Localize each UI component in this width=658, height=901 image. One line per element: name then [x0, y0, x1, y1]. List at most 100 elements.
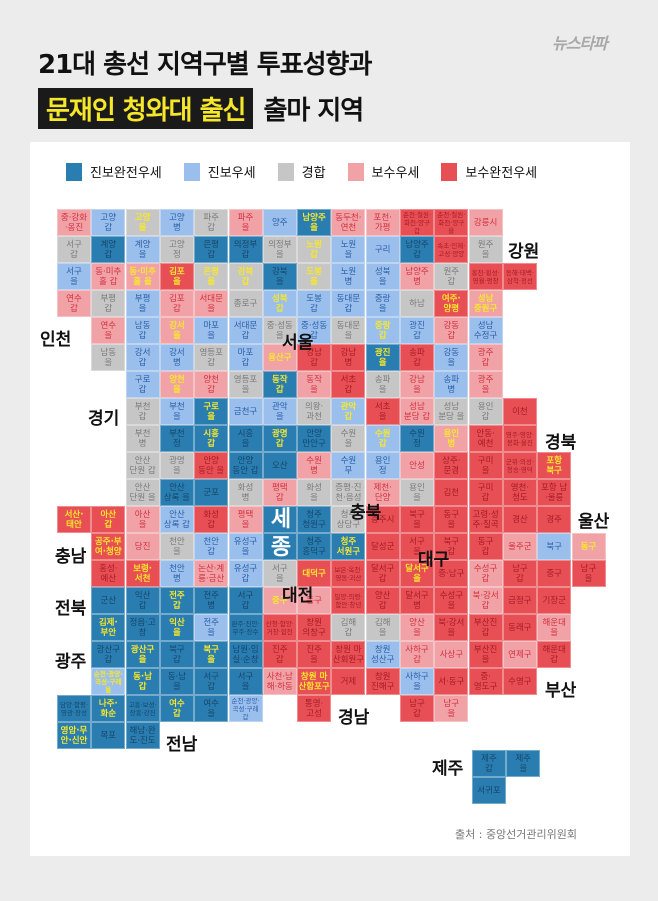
district-cell: 달서구 병 — [400, 587, 434, 614]
district-cell: 성남 중원구 — [468, 290, 503, 317]
title-highlight: 문재인 청와대 출신 — [38, 88, 254, 129]
district-cell: 강서 갑 — [125, 344, 160, 371]
district-cell: 서구 을 — [228, 668, 263, 695]
district-cell: 구미 을 — [468, 452, 503, 479]
district-cell: 수원 갑 — [365, 425, 400, 452]
district-cell: 고양 병 — [159, 209, 194, 236]
region-label: 경기 — [88, 409, 120, 429]
district-cell: 북구 — [537, 533, 572, 560]
district-cell: 부평 을 — [125, 290, 160, 317]
district-cell: 남양주 병 — [400, 263, 434, 290]
district-cell: 동작 갑 — [262, 371, 297, 398]
district-cell: 유성구 을 — [228, 533, 263, 560]
region-label: 광주 — [55, 652, 87, 672]
district-cell: 순천·광양· 곡성·구례 갑 — [228, 695, 263, 722]
district-cell: 송파 갑 — [400, 344, 434, 371]
region-label: 강원 — [508, 242, 540, 262]
district-cell: 포천· 가평 — [365, 209, 400, 236]
district-cell: 양천 갑 — [194, 371, 229, 398]
district-cell: 영등포 갑 — [194, 344, 229, 371]
district-cell: 청주 청원구 — [297, 506, 332, 533]
legend-label: 경합 — [301, 166, 326, 181]
region-label: 경북 — [545, 433, 577, 453]
district-cell: 종로구 — [228, 290, 263, 317]
district-cell: 김제· 부안 — [91, 614, 126, 641]
district-cell: 서구 을 — [57, 263, 91, 290]
district-cell: 동·남 을 — [159, 668, 194, 695]
district-cell: 평택 갑 — [262, 479, 297, 506]
district-cell: 김해 갑 — [331, 614, 366, 641]
swatch-icon — [183, 162, 200, 181]
district-cell: 천안 병 — [159, 560, 194, 587]
district-cell: 사하구 을 — [400, 668, 434, 695]
district-cell: 남양주 갑 — [400, 236, 434, 263]
district-cell: 강동 을 — [434, 344, 469, 371]
district-cell: 남원·임 실·순창 — [228, 641, 263, 668]
district-cell: 여수 을 — [194, 695, 229, 722]
district-cell: 서귀포 — [472, 777, 506, 804]
district-cell: 부천 병 — [125, 425, 160, 452]
legend-item-strong-conservative: 보수완전우세 — [441, 162, 537, 181]
district-cell: 정읍·고 창 — [125, 614, 160, 641]
district-cell: 나주· 화순 — [91, 695, 126, 722]
district-cell: 광진 을 — [365, 344, 400, 371]
district-cell: 진주 을 — [297, 641, 332, 668]
district-cell: 마포 을 — [194, 317, 229, 344]
region-label: 대전 — [282, 586, 314, 606]
district-cell: 마포 갑 — [228, 344, 263, 371]
district-cell: 진주 갑 — [262, 641, 297, 668]
sejong-label: 세 종 — [270, 507, 292, 560]
district-cell: 상주· 문경 — [434, 452, 469, 479]
district-cell: 서초 갑 — [331, 371, 366, 398]
district-cell: 고양 을 — [125, 209, 160, 236]
district-cell: 수성구 을 — [434, 587, 469, 614]
district-cell: 김천 — [434, 479, 469, 506]
district-cell: 송파 병 — [434, 371, 469, 398]
district-cell: 부천 갑 — [125, 398, 160, 425]
district-cell: 구로 을 — [194, 398, 229, 425]
district-cell: 군위·의성· 청송·영덕 — [502, 452, 537, 479]
district-cell: 이천 — [502, 398, 537, 425]
district-cell: 안성 — [400, 452, 434, 479]
district-cell: 고양 갑 — [91, 209, 126, 236]
district-cell: 중구 — [537, 560, 572, 587]
district-cell: 보령· 서천 — [125, 560, 160, 587]
district-cell: 사상구 — [434, 641, 469, 668]
district-cell: 남구 을 — [571, 560, 606, 587]
district-cell: 김해 을 — [365, 614, 400, 641]
region-label: 전북 — [55, 599, 87, 619]
region-label: 서울 — [282, 333, 314, 353]
district-cell: 용인 갑 — [468, 398, 503, 425]
district-cell: 영암·무 안·신안 — [57, 722, 91, 749]
district-cell: 북·강서 갑 — [468, 587, 503, 614]
district-cell: 전주 갑 — [159, 587, 194, 614]
district-cell: 연수 을 — [91, 317, 126, 344]
district-cell: 창원 마 산합포구 — [297, 668, 332, 695]
district-cell: 천안 갑 — [194, 533, 229, 560]
district-cell: 안양 동안 갑 — [228, 452, 263, 479]
district-cell: 연제구 — [502, 641, 537, 668]
district-cell: 평택 을 — [228, 506, 263, 533]
district-cell: 창원 의창구 — [297, 614, 332, 641]
legend-label: 진보우세 — [207, 166, 256, 181]
district-cell: 의왕· 과천 — [297, 398, 332, 425]
district-cell: 강동 갑 — [434, 317, 469, 344]
district-cell: 중·남구 — [434, 560, 469, 587]
district-cell: 노원 병 — [331, 263, 366, 290]
district-cell: 천안 을 — [159, 533, 194, 560]
district-cell: 밀양·의령· 함안·창녕 — [331, 587, 366, 614]
district-cell: 거제 — [331, 668, 366, 695]
district-cell: 안산 상록 을 — [159, 479, 194, 506]
legend-label: 보수완전우세 — [465, 166, 538, 181]
district-cell: 금정구 — [502, 587, 537, 614]
district-cell: 관악 갑 — [331, 398, 366, 425]
district-cell: 구로 갑 — [125, 371, 160, 398]
region-label: 충북 — [350, 503, 382, 523]
district-cell: 남동 을 — [91, 344, 126, 371]
district-cell: 수성구 갑 — [468, 560, 503, 587]
district-cell: 노원 을 — [331, 236, 366, 263]
district-cell: 강남 갑 — [297, 344, 332, 371]
district-cell: 달성군 — [365, 533, 400, 560]
district-cell: 당진 — [125, 533, 160, 560]
district-cell: 안산 단원 갑 — [125, 452, 160, 479]
